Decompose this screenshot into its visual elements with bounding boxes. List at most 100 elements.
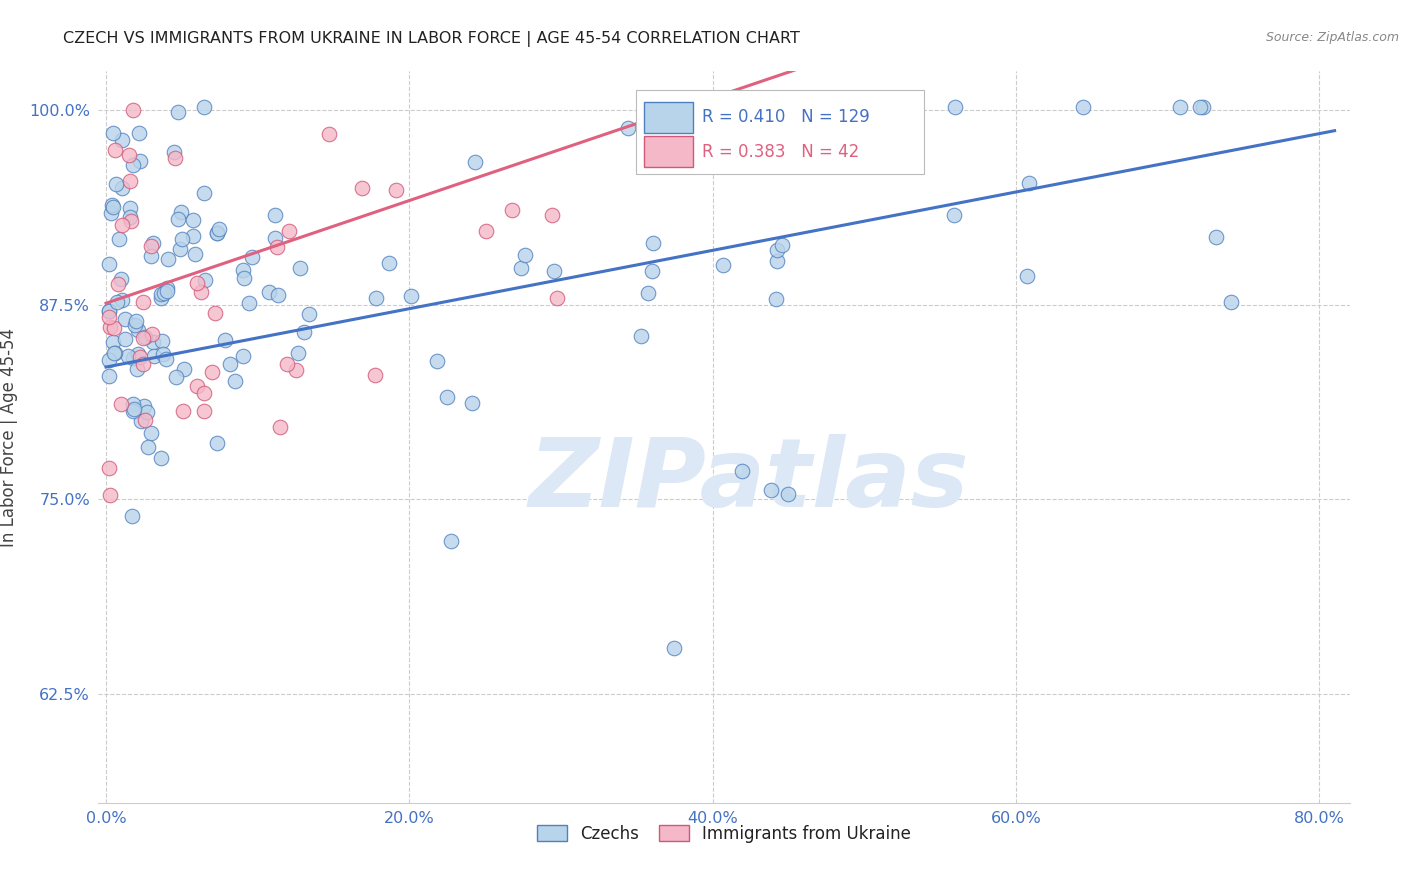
Point xyxy=(111,293,134,307)
Point xyxy=(98,257,121,271)
Point xyxy=(172,232,194,246)
Point xyxy=(207,435,229,450)
Point xyxy=(943,100,966,114)
Point xyxy=(136,441,159,455)
Point xyxy=(543,264,565,278)
FancyBboxPatch shape xyxy=(637,90,924,174)
Point xyxy=(287,345,309,359)
Point xyxy=(678,132,700,146)
Point xyxy=(378,255,401,269)
Point xyxy=(165,370,187,384)
Point xyxy=(193,186,215,201)
Text: CZECH VS IMMIGRANTS FROM UKRAINE IN LABOR FORCE | AGE 45-54 CORRELATION CHART: CZECH VS IMMIGRANTS FROM UKRAINE IN LABO… xyxy=(63,31,800,47)
Point xyxy=(118,173,141,187)
Point xyxy=(186,378,208,392)
Point xyxy=(103,200,125,214)
Point xyxy=(205,227,228,241)
Point xyxy=(193,100,215,114)
Point xyxy=(111,219,134,233)
Point xyxy=(132,400,155,414)
Point xyxy=(127,323,149,337)
Point xyxy=(181,228,204,243)
Point xyxy=(294,326,316,340)
Point xyxy=(224,374,246,388)
Point xyxy=(399,289,422,303)
Point xyxy=(464,155,486,169)
Point xyxy=(277,224,299,238)
Point xyxy=(193,404,215,418)
Point xyxy=(510,260,533,275)
Point xyxy=(156,281,179,295)
Point xyxy=(152,346,174,360)
Point xyxy=(193,273,215,287)
Point xyxy=(114,332,136,346)
Point xyxy=(617,121,640,136)
Point xyxy=(201,365,224,379)
Point xyxy=(98,304,121,318)
Point xyxy=(134,413,156,427)
Point xyxy=(98,488,121,502)
Point xyxy=(766,243,789,257)
Point xyxy=(232,270,254,285)
Point xyxy=(124,401,146,416)
Legend: Czechs, Immigrants from Ukraine: Czechs, Immigrants from Ukraine xyxy=(530,818,918,849)
Point xyxy=(107,232,129,246)
Point xyxy=(173,362,195,376)
Point xyxy=(1205,229,1227,244)
Point xyxy=(143,349,166,363)
Point xyxy=(101,198,124,212)
Point xyxy=(135,405,157,419)
Point xyxy=(170,205,193,219)
Point xyxy=(132,295,155,310)
Point xyxy=(121,397,143,411)
Point xyxy=(156,285,179,299)
Point xyxy=(156,252,179,266)
Point xyxy=(104,144,127,158)
Point xyxy=(208,222,231,236)
Point xyxy=(770,238,793,252)
Point xyxy=(127,362,149,376)
Point xyxy=(105,294,128,309)
FancyBboxPatch shape xyxy=(644,136,693,167)
Point xyxy=(205,227,228,241)
Point xyxy=(121,509,143,524)
Point xyxy=(166,211,188,226)
Point xyxy=(766,254,789,268)
Text: Source: ZipAtlas.com: Source: ZipAtlas.com xyxy=(1265,31,1399,45)
Point xyxy=(98,352,121,367)
Point xyxy=(100,206,122,220)
Point xyxy=(298,307,321,321)
Point xyxy=(662,640,685,655)
Point xyxy=(141,327,163,342)
Point xyxy=(641,263,664,277)
Point xyxy=(103,321,125,335)
Point xyxy=(475,224,498,238)
Point xyxy=(118,148,141,162)
Y-axis label: In Labor Force | Age 45-54: In Labor Force | Age 45-54 xyxy=(0,327,18,547)
Point xyxy=(107,277,129,291)
Point xyxy=(129,350,152,364)
Point xyxy=(214,333,236,347)
Point xyxy=(264,230,287,244)
Point xyxy=(426,354,449,368)
Point xyxy=(1017,269,1039,284)
Point xyxy=(110,271,132,285)
Point xyxy=(110,397,132,411)
Point xyxy=(98,461,121,475)
Point xyxy=(150,291,173,305)
Point xyxy=(759,483,782,498)
Point xyxy=(111,181,134,195)
Point xyxy=(352,180,374,194)
Point xyxy=(128,126,150,140)
Point xyxy=(150,286,173,301)
Point xyxy=(364,368,387,382)
Point xyxy=(122,158,145,172)
Point xyxy=(385,183,408,197)
FancyBboxPatch shape xyxy=(644,102,693,133)
Point xyxy=(266,287,288,301)
Point xyxy=(637,285,659,300)
Point xyxy=(129,153,152,168)
Point xyxy=(150,334,173,349)
Point xyxy=(1219,295,1241,310)
Point xyxy=(630,328,652,343)
